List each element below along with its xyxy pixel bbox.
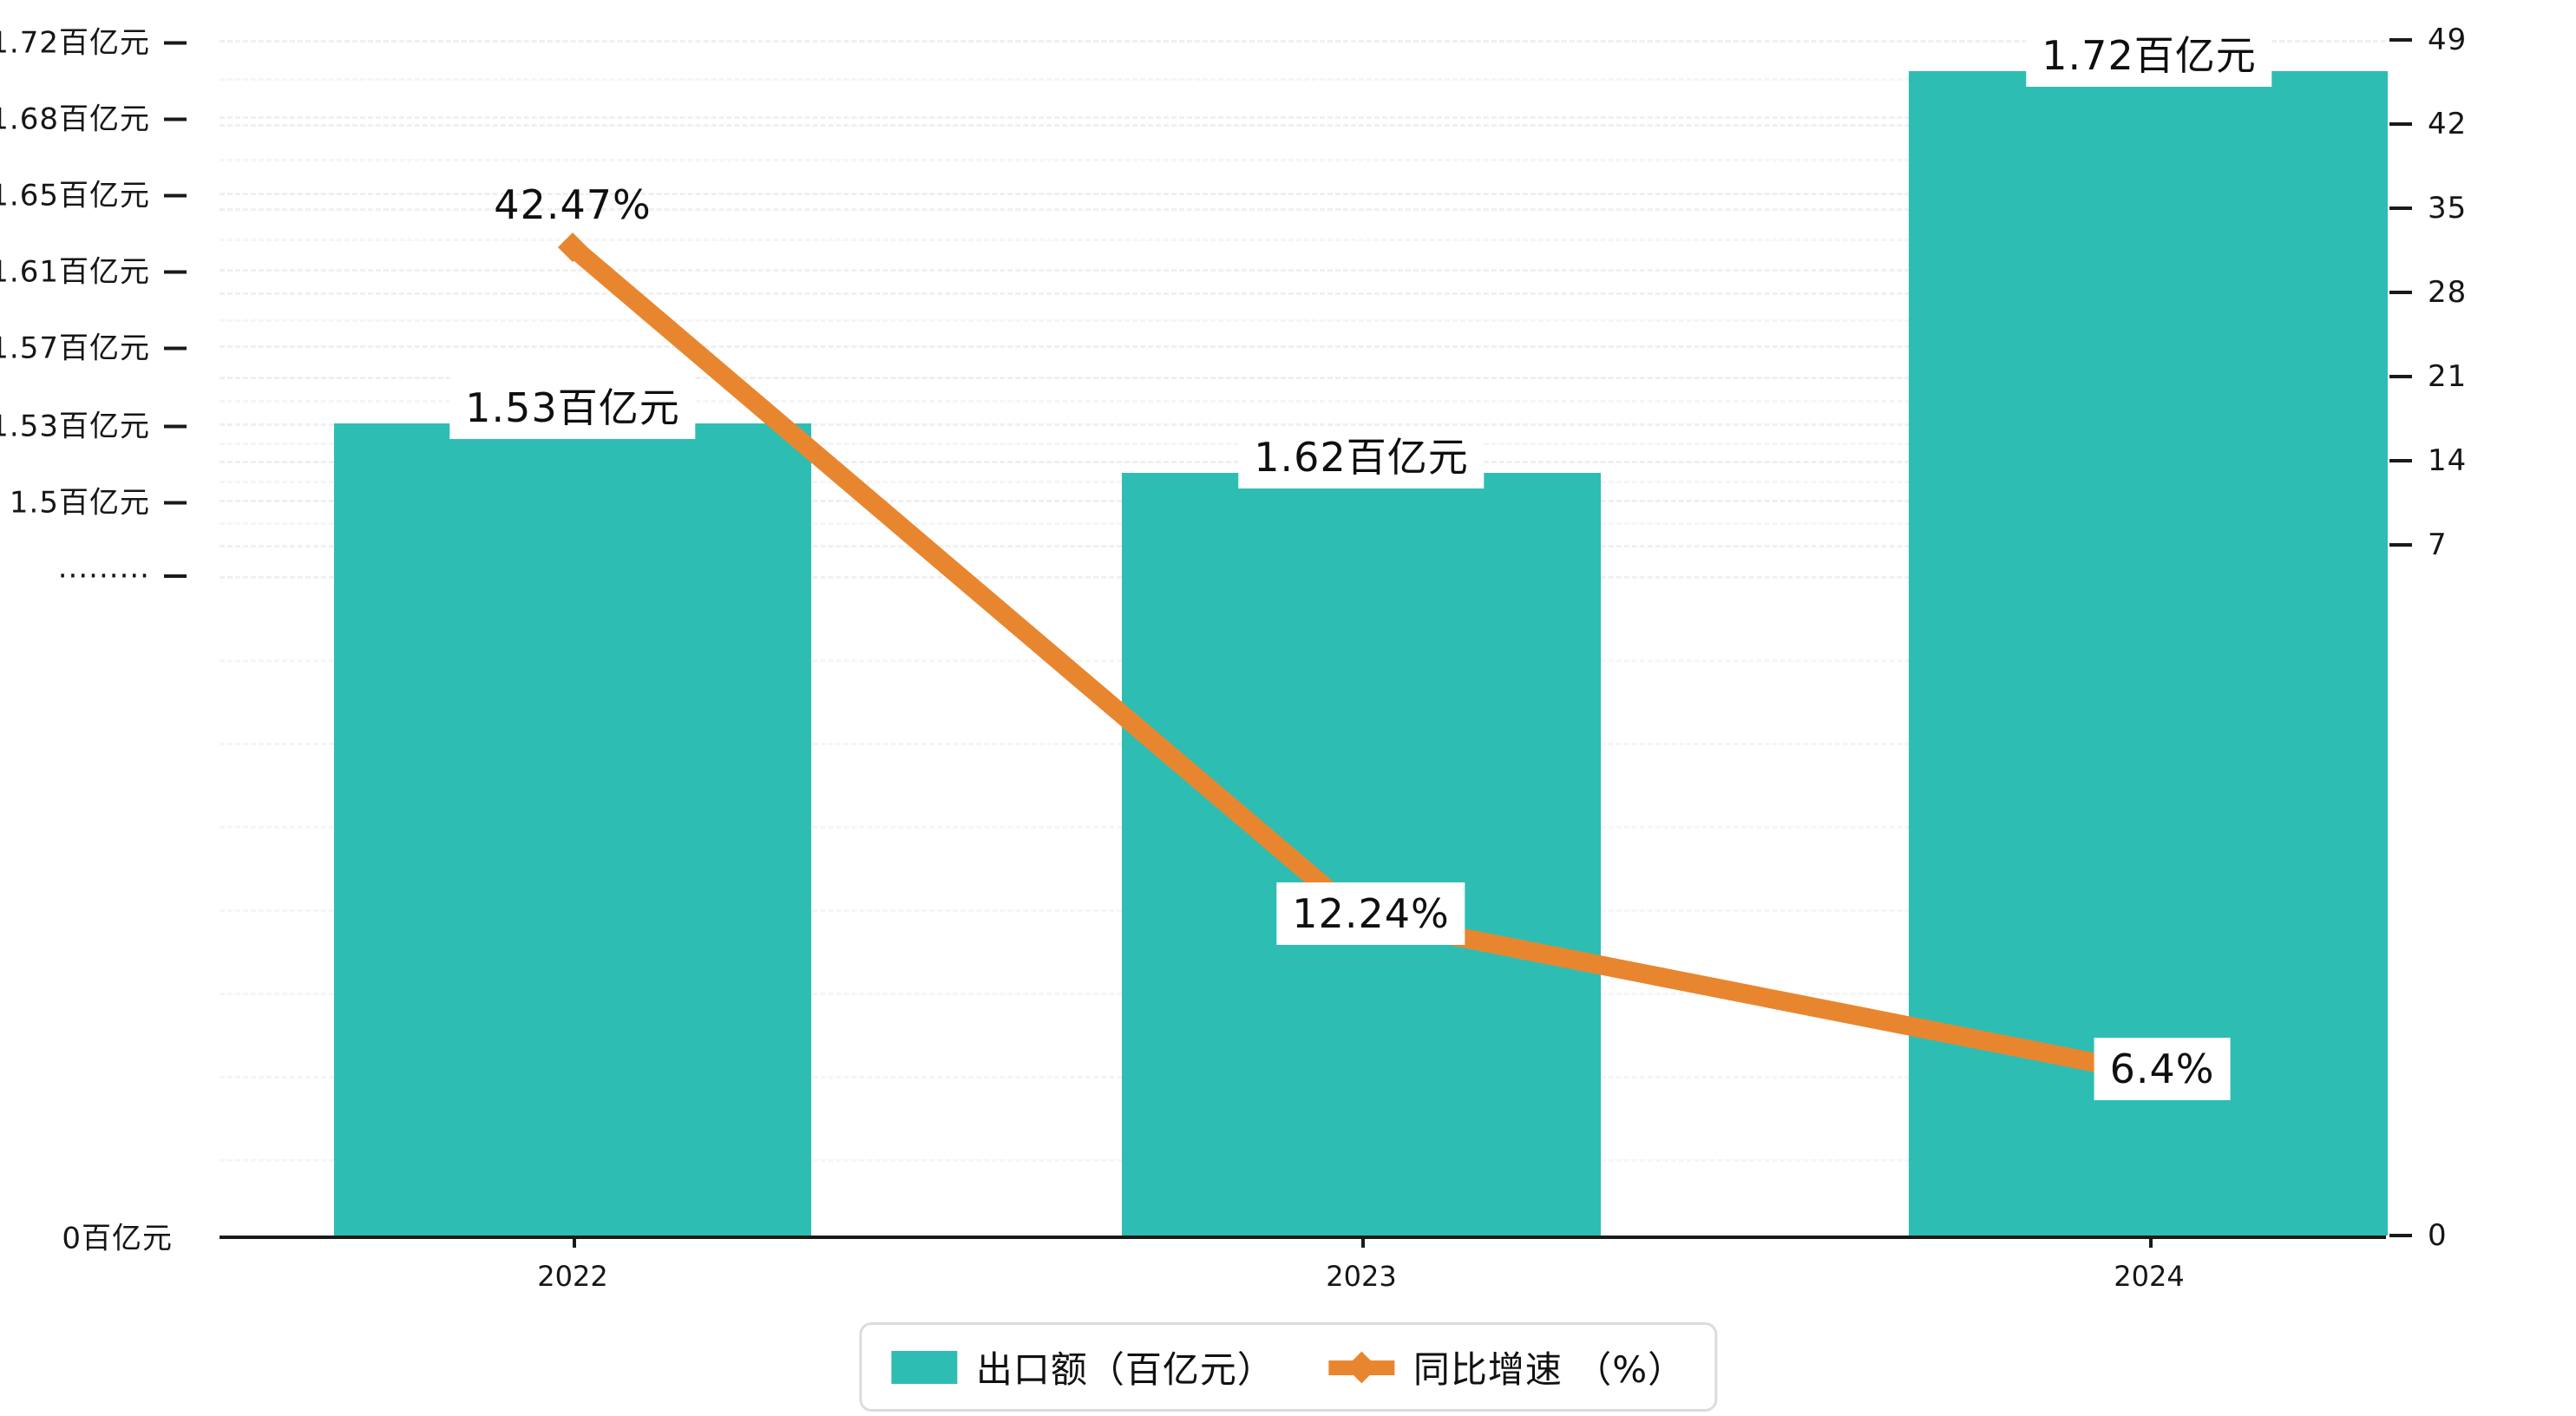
tick-mark-icon (2389, 374, 2412, 378)
tick-mark-icon (164, 424, 187, 428)
legend-item-bar[interactable]: 出口额（百亿元） (890, 1341, 1275, 1393)
y-axis-left-tick: 1.53百亿元 (0, 403, 187, 445)
tick-mark-icon (2389, 1233, 2412, 1237)
x-axis-tick-label: 2024 (2114, 1260, 2185, 1293)
y-axis-right-tick: 21 (2389, 359, 2467, 394)
gridline-minor (220, 158, 2386, 161)
tick-mark-icon (164, 41, 187, 44)
tick-mark-icon (164, 501, 187, 504)
y-axis-right-tick-label: 7 (2428, 528, 2448, 562)
y-axis-right-tick-label: 42 (2428, 107, 2468, 141)
legend-bar-swatch-icon (890, 1350, 957, 1384)
x-axis-tick-mark-icon (573, 1236, 576, 1248)
legend-item-line[interactable]: 同比增速 （%） (1327, 1341, 1686, 1393)
gridline-minor (220, 78, 2386, 81)
y-axis-left-tick-label: 1.53百亿元 (0, 409, 150, 444)
y-axis-right-tick-label: 28 (2428, 275, 2468, 310)
line-value-label: 6.4% (2094, 1038, 2231, 1100)
y-axis-right-tick: 14 (2389, 443, 2467, 478)
bar[interactable] (334, 423, 811, 1236)
tick-mark-icon (164, 270, 187, 273)
x-axis-line (220, 1236, 2386, 1239)
bar-value-label: 1.53百亿元 (449, 377, 696, 439)
gridline (220, 116, 2386, 119)
y-axis-left-tick: 1.68百亿元 (0, 95, 187, 138)
tick-mark-icon (164, 193, 187, 197)
y-axis-left-tick: 1.61百亿元 (0, 248, 187, 291)
y-axis-left-tick: 1.65百亿元 (0, 172, 187, 214)
y-axis-right-tick: 49 (2389, 23, 2467, 57)
y-axis-right-tick: 7 (2389, 528, 2448, 562)
y-axis-right-tick: 42 (2389, 107, 2467, 141)
x-axis-tick-label: 2022 (537, 1260, 608, 1293)
bar-value-label: 1.62百亿元 (1238, 426, 1485, 488)
y-axis-left-tick: 1.72百亿元 (0, 19, 187, 62)
gridline-minor (220, 239, 2386, 241)
y-axis-right-tick-label: 49 (2428, 23, 2468, 57)
y-axis-left-tick-label: 1.61百亿元 (0, 254, 150, 290)
y-axis-left-tick-label: ········· (57, 559, 150, 593)
gridline (220, 40, 2386, 43)
gridline (220, 193, 2386, 195)
y-axis-left-tick: 0百亿元 (62, 1215, 187, 1257)
y-axis-left-tick: ········· (58, 559, 187, 593)
line-value-label: 42.47% (494, 181, 652, 228)
tick-mark-icon (2389, 37, 2412, 42)
y-axis-left-tick-label: 1.72百亿元 (0, 25, 150, 61)
y-axis-right-tick-label: 21 (2428, 359, 2468, 394)
bar-value-label: 1.72百亿元 (2026, 24, 2272, 87)
y-axis-left-tick: 1.57百亿元 (0, 324, 187, 367)
line-value-label: 12.24% (1276, 882, 1465, 945)
tick-mark-icon (2389, 206, 2412, 210)
x-axis-tick-label: 2023 (1326, 1260, 1397, 1293)
tick-mark-icon (2389, 290, 2412, 294)
y-axis-left-tick-label: 1.57百亿元 (0, 331, 150, 366)
y-axis-left-tick-label: 1.5百亿元 (9, 485, 150, 521)
tick-mark-icon (2389, 121, 2412, 126)
x-axis-tick-mark-icon (1361, 1236, 1365, 1248)
gridline (220, 208, 2386, 211)
tick-mark-icon (164, 574, 187, 578)
tick-mark-icon (2389, 542, 2412, 547)
gridline (220, 124, 2386, 127)
y-axis-left-tick-label: 1.65百亿元 (0, 178, 150, 213)
y-axis-right-tick: 35 (2389, 191, 2467, 226)
legend-label-line: 同比增速 （%） (1413, 1348, 1686, 1391)
y-axis-left-tick-label: 0百亿元 (62, 1221, 173, 1256)
x-axis-tick-mark-icon (2149, 1236, 2153, 1248)
y-axis-left-tick-label: 1.68百亿元 (0, 102, 150, 137)
y-axis-right-tick-label: 0 (2428, 1218, 2448, 1253)
legend-label-bar: 出口额（百亿元） (975, 1348, 1275, 1391)
y-axis-right-tick: 0 (2389, 1218, 2448, 1253)
legend-line-swatch-icon (1327, 1351, 1394, 1384)
y-axis-left-tick: 1.5百亿元 (10, 479, 187, 521)
chart-legend[interactable]: 出口额（百亿元） 同比增速 （%） (858, 1322, 1718, 1412)
bar[interactable] (1122, 473, 1601, 1236)
y-axis-right-tick-label: 14 (2428, 443, 2468, 478)
tick-mark-icon (2389, 458, 2412, 462)
y-axis-right-tick: 28 (2389, 275, 2467, 310)
tick-mark-icon (164, 117, 187, 121)
tick-mark-icon (164, 346, 187, 350)
y-axis-right-tick-label: 35 (2428, 191, 2468, 226)
